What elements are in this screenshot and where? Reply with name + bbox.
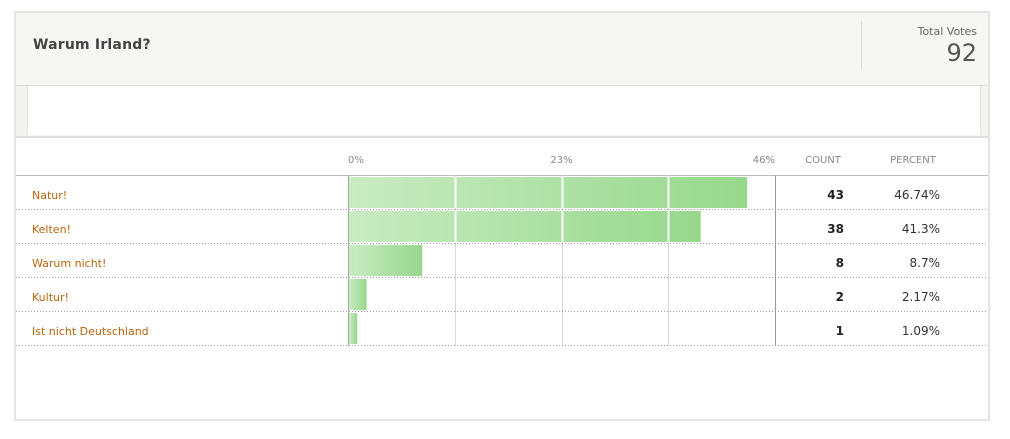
option-count: 43 bbox=[827, 188, 844, 202]
percent-column-header: PERCENT bbox=[890, 155, 937, 166]
option-label: Ist nicht Deutschland bbox=[32, 325, 149, 338]
bar bbox=[349, 211, 701, 242]
option-percent: 1.09% bbox=[902, 324, 940, 338]
option-count: 8 bbox=[836, 256, 844, 270]
bar bbox=[349, 177, 748, 208]
total-votes-label: Total Votes bbox=[917, 25, 977, 38]
option-percent: 2.17% bbox=[902, 290, 940, 304]
option-percent: 46.74% bbox=[894, 188, 940, 202]
results-chart: 0% 23% 46% COUNT PERCENT Natur! 43 46.74% Kelten… bbox=[16, 137, 988, 346]
poll-results-panel: Warum Irland? Total Votes 92 0% 23% 46% COU… bbox=[14, 11, 990, 421]
bar bbox=[349, 279, 367, 310]
axis-tick-label: 46% bbox=[753, 155, 775, 166]
option-count: 2 bbox=[836, 290, 844, 304]
option-count: 38 bbox=[827, 222, 844, 236]
results-table: 0% 23% 46% COUNT PERCENT Natur! 43 46.74% Kelten… bbox=[16, 137, 988, 417]
option-label: Natur! bbox=[32, 189, 67, 202]
option-percent: 8.7% bbox=[910, 256, 941, 270]
blank-area bbox=[27, 86, 981, 135]
count-column-header: COUNT bbox=[805, 155, 842, 166]
option-label: Kultur! bbox=[32, 291, 69, 304]
axis-tick-label: 0% bbox=[348, 155, 364, 166]
axis-tick-label: 23% bbox=[550, 155, 572, 166]
option-percent: 41.3% bbox=[902, 222, 940, 236]
poll-header: Warum Irland? Total Votes 92 bbox=[16, 13, 988, 86]
blank-band bbox=[16, 86, 988, 137]
option-label: Kelten! bbox=[32, 223, 71, 236]
poll-question: Warum Irland? bbox=[33, 37, 151, 53]
bar bbox=[349, 245, 423, 276]
option-label: Warum nicht! bbox=[32, 257, 106, 270]
total-votes-value: 92 bbox=[946, 39, 977, 67]
total-votes-box: Total Votes 92 bbox=[861, 21, 977, 69]
option-count: 1 bbox=[836, 324, 844, 338]
bar bbox=[349, 313, 358, 344]
